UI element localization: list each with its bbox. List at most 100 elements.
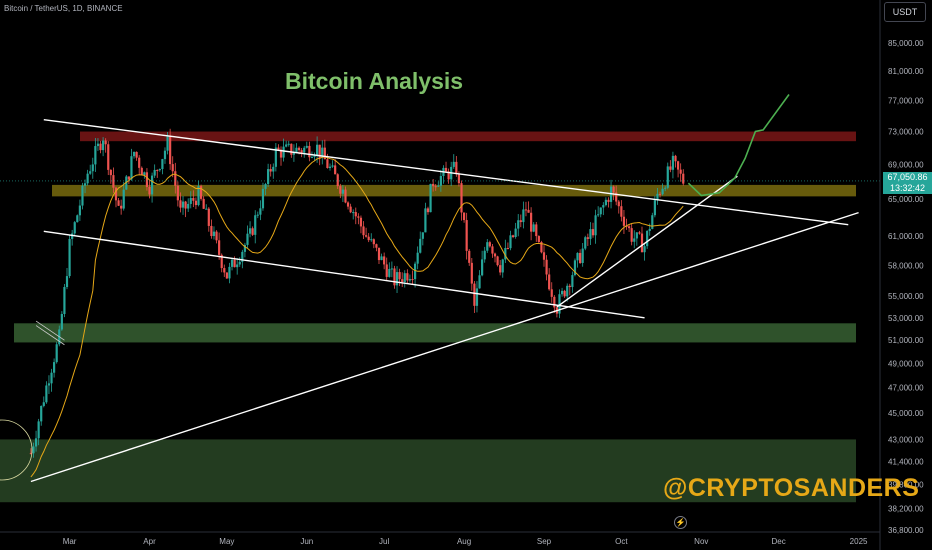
candle-body — [308, 145, 311, 158]
author-watermark: @CRYPTOSANDERS — [663, 474, 920, 502]
candle-body — [357, 216, 360, 218]
lightning-icon[interactable]: ⚡ — [674, 516, 687, 529]
y-tick-label: 39,800.00 — [888, 480, 924, 489]
candle-body — [313, 155, 316, 157]
candle-body — [388, 268, 391, 277]
candle-body — [339, 186, 342, 194]
candle-body — [424, 208, 427, 233]
candle-body — [354, 212, 357, 217]
candle-body — [390, 268, 393, 270]
x-tick-label: Aug — [457, 537, 471, 546]
candle-body — [620, 206, 623, 217]
candle-body — [483, 250, 486, 260]
trendline — [556, 175, 738, 308]
candle-body — [187, 203, 190, 209]
y-tick-label: 61,000.00 — [888, 232, 924, 241]
candle-body — [71, 233, 74, 239]
candle-body — [37, 421, 40, 439]
candle-body — [506, 247, 510, 249]
candle-body — [478, 275, 481, 289]
flag-line — [35, 320, 65, 341]
candle-body — [509, 235, 512, 249]
candle-body — [212, 231, 216, 237]
candle-body — [163, 150, 167, 160]
candle-body — [68, 238, 71, 277]
candle-body — [287, 143, 290, 145]
candle-body — [138, 157, 141, 168]
candle-body — [42, 402, 45, 406]
candle-body — [635, 232, 638, 239]
candle-body — [184, 201, 187, 209]
candle-body — [401, 279, 404, 282]
candle-body — [383, 256, 386, 265]
candle-body — [408, 279, 412, 281]
candle-body — [676, 161, 680, 170]
candle-body — [65, 276, 69, 288]
candle-body — [481, 259, 484, 276]
candle-body — [499, 265, 502, 273]
candle-body — [254, 215, 257, 235]
candle-body — [548, 274, 551, 290]
candle-body — [94, 146, 97, 165]
candle-body — [109, 169, 112, 176]
candle-body — [225, 272, 228, 279]
candle-body — [114, 187, 118, 201]
candle-body — [661, 188, 664, 195]
moving-average-line — [30, 156, 684, 478]
candle-body — [161, 159, 164, 170]
candle-body — [380, 256, 383, 261]
candle-body — [682, 173, 685, 184]
candle-body — [553, 296, 556, 308]
candle-body — [135, 151, 138, 158]
candle-body — [285, 144, 288, 147]
candle-body — [527, 209, 530, 213]
candle-body — [40, 405, 43, 422]
candle-body — [297, 147, 301, 151]
candle-body — [130, 156, 133, 180]
candle-body — [76, 215, 79, 223]
candle-body — [617, 201, 620, 207]
last-price-badge: 67,050.86 13:32:42 — [883, 172, 932, 194]
candle-body — [197, 186, 200, 206]
candle-body — [447, 171, 450, 180]
support-zone — [14, 323, 856, 343]
candle-body — [181, 201, 185, 208]
candle-body — [248, 228, 252, 234]
candle-body — [674, 155, 677, 162]
candle-body — [127, 176, 130, 180]
candle-body — [679, 169, 682, 174]
candle-body — [411, 279, 414, 281]
candle-body — [205, 208, 208, 210]
candle-body — [199, 186, 203, 199]
candle-body — [597, 214, 600, 216]
candle-body — [571, 275, 574, 288]
candle-body — [475, 288, 479, 306]
x-tick-label: Dec — [772, 537, 786, 546]
candle-body — [148, 186, 151, 195]
candle-body — [34, 438, 38, 447]
candle-body — [120, 205, 123, 209]
candle-body — [455, 161, 458, 175]
currency-button[interactable]: USDT — [884, 2, 926, 22]
candle-body — [370, 239, 373, 241]
candle-body — [460, 183, 463, 213]
candle-body — [444, 167, 448, 172]
candle-body — [132, 151, 136, 157]
candle-body — [218, 240, 221, 255]
candle-body — [473, 283, 476, 306]
candle-body — [45, 385, 48, 403]
candle-body — [421, 232, 424, 239]
candle-body — [73, 222, 76, 234]
candle-body — [143, 172, 146, 176]
symbol-label: Bitcoin / TetherUS, 1D, BINANCE — [4, 4, 123, 13]
candle-body — [122, 189, 125, 209]
candle-body — [462, 212, 466, 221]
candle-body — [220, 254, 223, 269]
candle-body — [60, 314, 63, 330]
candle-body — [542, 252, 546, 260]
chart-title: Bitcoin Analysis — [285, 68, 464, 94]
x-tick-label: Jul — [379, 537, 389, 546]
y-tick-label: 36,800.00 — [888, 526, 924, 535]
candle-body — [524, 209, 528, 211]
